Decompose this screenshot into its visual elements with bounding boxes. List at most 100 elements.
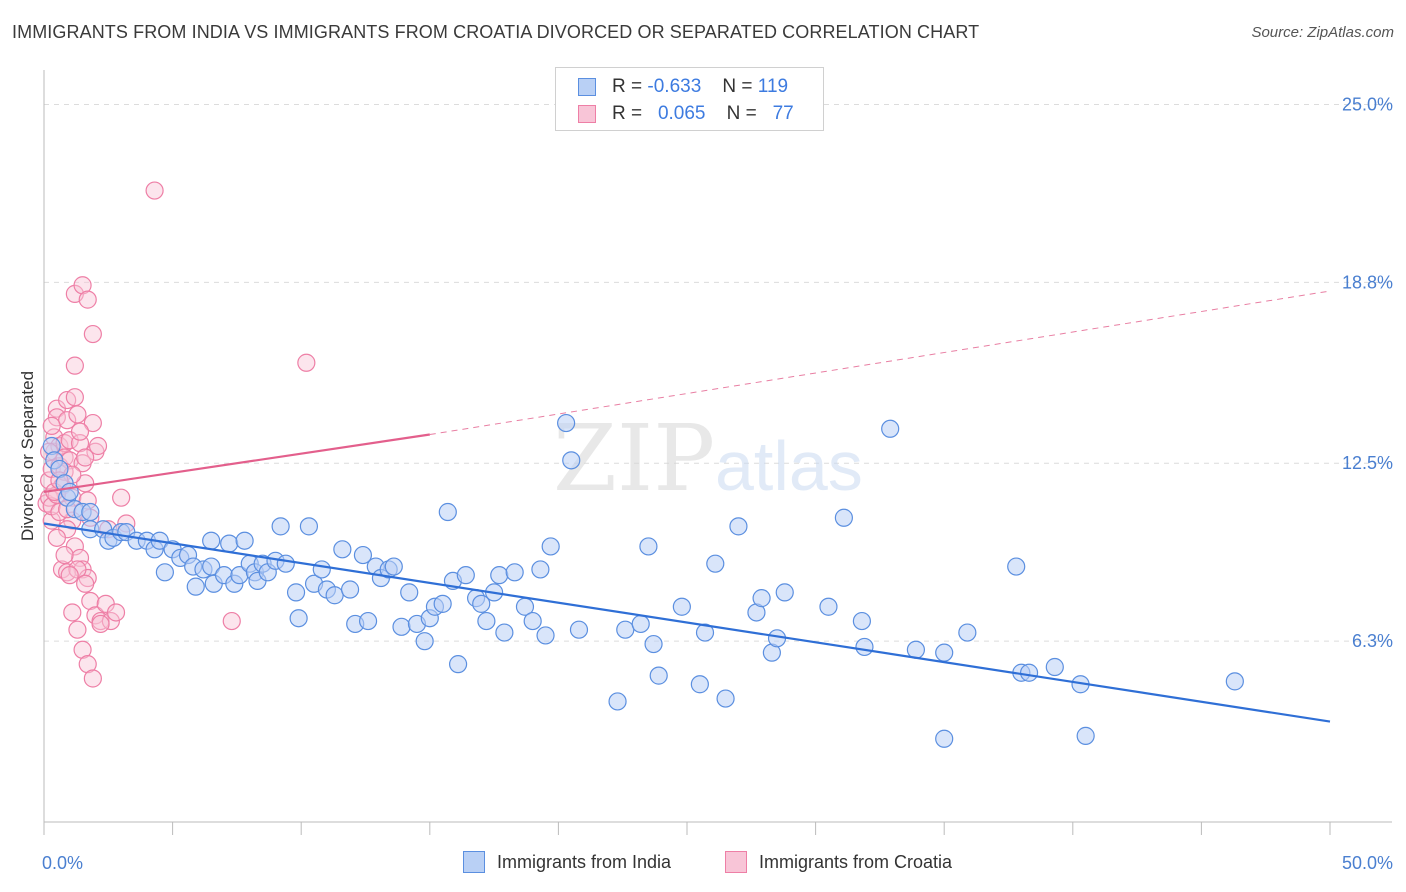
india-point (433, 594, 452, 613)
india-r-label: R = (612, 76, 643, 97)
croatia-point (112, 488, 131, 507)
india-point (935, 729, 954, 748)
india-point (608, 692, 627, 711)
y-tick-label-2: 18.8% (1342, 272, 1393, 292)
india-point (505, 563, 524, 582)
india-point (289, 609, 308, 628)
india-points (42, 413, 1244, 748)
india-point (523, 611, 542, 631)
india-point (935, 643, 954, 662)
india-point (531, 560, 550, 579)
croatia-swatch (578, 105, 596, 123)
india-point (353, 545, 373, 565)
watermark-atlas: atlas (715, 427, 863, 505)
chart-title: IMMIGRANTS FROM INDIA VS IMMIGRANTS FROM… (12, 22, 980, 42)
india-point (852, 611, 871, 631)
india-point (562, 451, 581, 470)
india-point (186, 577, 205, 596)
india-point (881, 419, 900, 438)
croatia-point (101, 611, 120, 631)
india-point (716, 689, 735, 708)
india-point (235, 531, 254, 550)
india-trend-line (43, 522, 1331, 723)
croatia-point (81, 591, 100, 611)
india-point (448, 655, 468, 674)
india-point (477, 611, 496, 631)
india-point (1007, 557, 1026, 576)
croatia-point (83, 324, 102, 344)
croatia-trend-extension (429, 290, 1331, 436)
india-point (438, 502, 457, 522)
bottom-legend-croatia: Immigrants from Croatia (725, 851, 952, 873)
croatia-trend-line (43, 433, 430, 494)
croatia-point (73, 276, 92, 295)
croatia-point (83, 669, 102, 688)
croatia-point (63, 603, 82, 622)
croatia-point (83, 413, 102, 433)
legend-row-india: R = -0.633 N = 119 (578, 75, 788, 99)
india-point (325, 586, 344, 605)
croatia-point (42, 416, 61, 436)
croatia-point (47, 528, 66, 547)
india-point (312, 560, 331, 579)
croatia-point (76, 574, 95, 593)
india-point (631, 614, 650, 634)
india-point (775, 583, 794, 602)
india-point (536, 626, 555, 645)
croatia-point (106, 603, 126, 622)
india-point (1076, 726, 1095, 745)
india-point (639, 537, 658, 556)
india-point (649, 666, 668, 685)
legend-row-croatia: R = 0.065 N = 77 (578, 102, 794, 126)
croatia-point (65, 356, 84, 375)
tick-labels: 6.3% 12.5% 18.8% 25.0% 0.0% 50.0% (42, 94, 1393, 873)
bottom-india-swatch (463, 851, 485, 873)
india-n-value: 119 (757, 76, 789, 97)
india-point (472, 594, 491, 613)
croatia-point (70, 422, 90, 441)
y-tick-label-0: 6.3% (1352, 631, 1393, 651)
croatia-point (78, 290, 97, 309)
croatia-point (55, 545, 74, 565)
y-tick-label-3: 25.0% (1342, 94, 1393, 114)
india-point (456, 566, 475, 585)
india-point (358, 611, 378, 631)
india-point (834, 508, 853, 527)
croatia-point (68, 405, 87, 424)
croatia-point (73, 640, 92, 659)
india-point (569, 620, 589, 639)
croatia-n-value: 77 (772, 103, 794, 124)
bottom-legend-india: Immigrants from India (463, 851, 671, 873)
croatia-point (68, 620, 87, 639)
india-point (557, 413, 576, 433)
croatia-point (76, 448, 95, 467)
croatia-point (145, 181, 164, 200)
india-point (271, 517, 290, 536)
india-point (276, 554, 295, 573)
india-point (384, 557, 403, 576)
y-tick-label-1: 12.5% (1342, 453, 1393, 473)
india-point (855, 637, 874, 657)
india-point (616, 620, 635, 639)
x-tick-label-start: 0.0% (42, 853, 83, 873)
india-point (202, 531, 221, 550)
india-point (672, 597, 691, 616)
india-point (752, 589, 771, 608)
india-point (729, 517, 748, 536)
india-point (644, 634, 663, 654)
india-point (333, 540, 352, 559)
india-point (695, 623, 715, 642)
india-point (490, 566, 509, 585)
bottom-croatia-label: Immigrants from Croatia (759, 851, 953, 872)
india-point (1019, 663, 1039, 682)
india-point (220, 534, 239, 553)
india-point (1225, 672, 1244, 691)
india-point (155, 563, 174, 582)
india-point (286, 583, 306, 602)
india-point (299, 517, 319, 536)
croatia-r-value: 0.065 (657, 103, 706, 124)
croatia-point (47, 408, 66, 427)
india-point (958, 623, 977, 642)
india-point (690, 675, 709, 694)
